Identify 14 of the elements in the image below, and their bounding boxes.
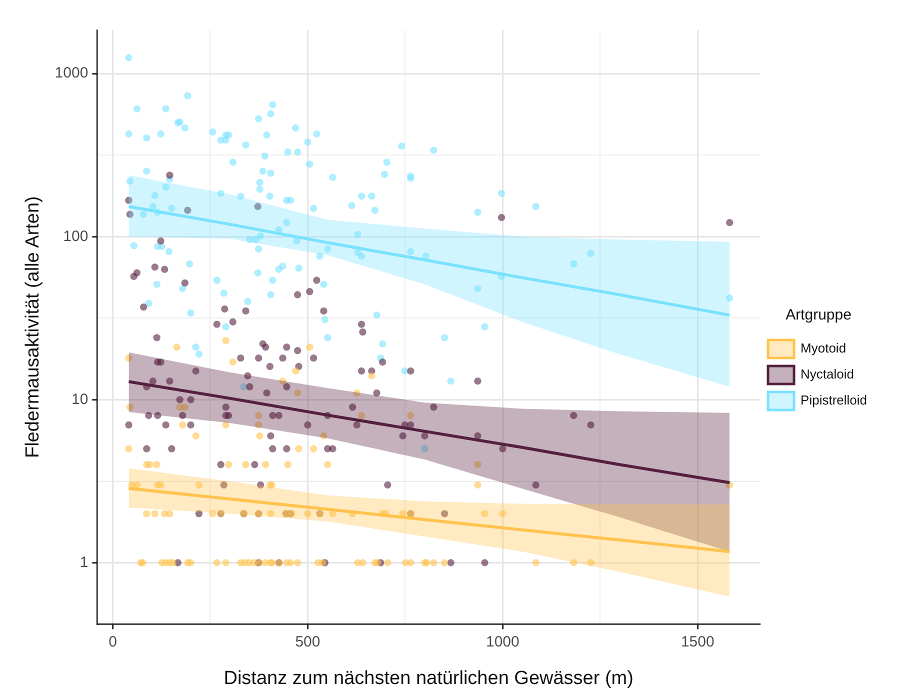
x-tick-label: 1500: [680, 633, 714, 650]
y-tick-label: 1000: [54, 64, 88, 82]
y-tick-label: 10: [71, 390, 88, 408]
x-axis-title: Distanz zum nächsten natürlichen Gewässer (m): [224, 668, 634, 689]
x-tick-label: 500: [295, 633, 320, 650]
y-tick-label: 100: [63, 228, 88, 245]
legend-label: Pipistrelloid: [800, 392, 868, 408]
x-tick-label: 0: [108, 633, 117, 650]
y-tick-label: 1: [80, 554, 88, 571]
x-tick-label: 1000: [486, 633, 520, 650]
y-axis-title: Fledermausaktivität (alle Arten): [22, 196, 44, 458]
legend-label: Myotoid: [800, 340, 846, 356]
legend-label: Nyctaloid: [800, 366, 854, 382]
legend-title: Artgruppe: [786, 306, 852, 324]
